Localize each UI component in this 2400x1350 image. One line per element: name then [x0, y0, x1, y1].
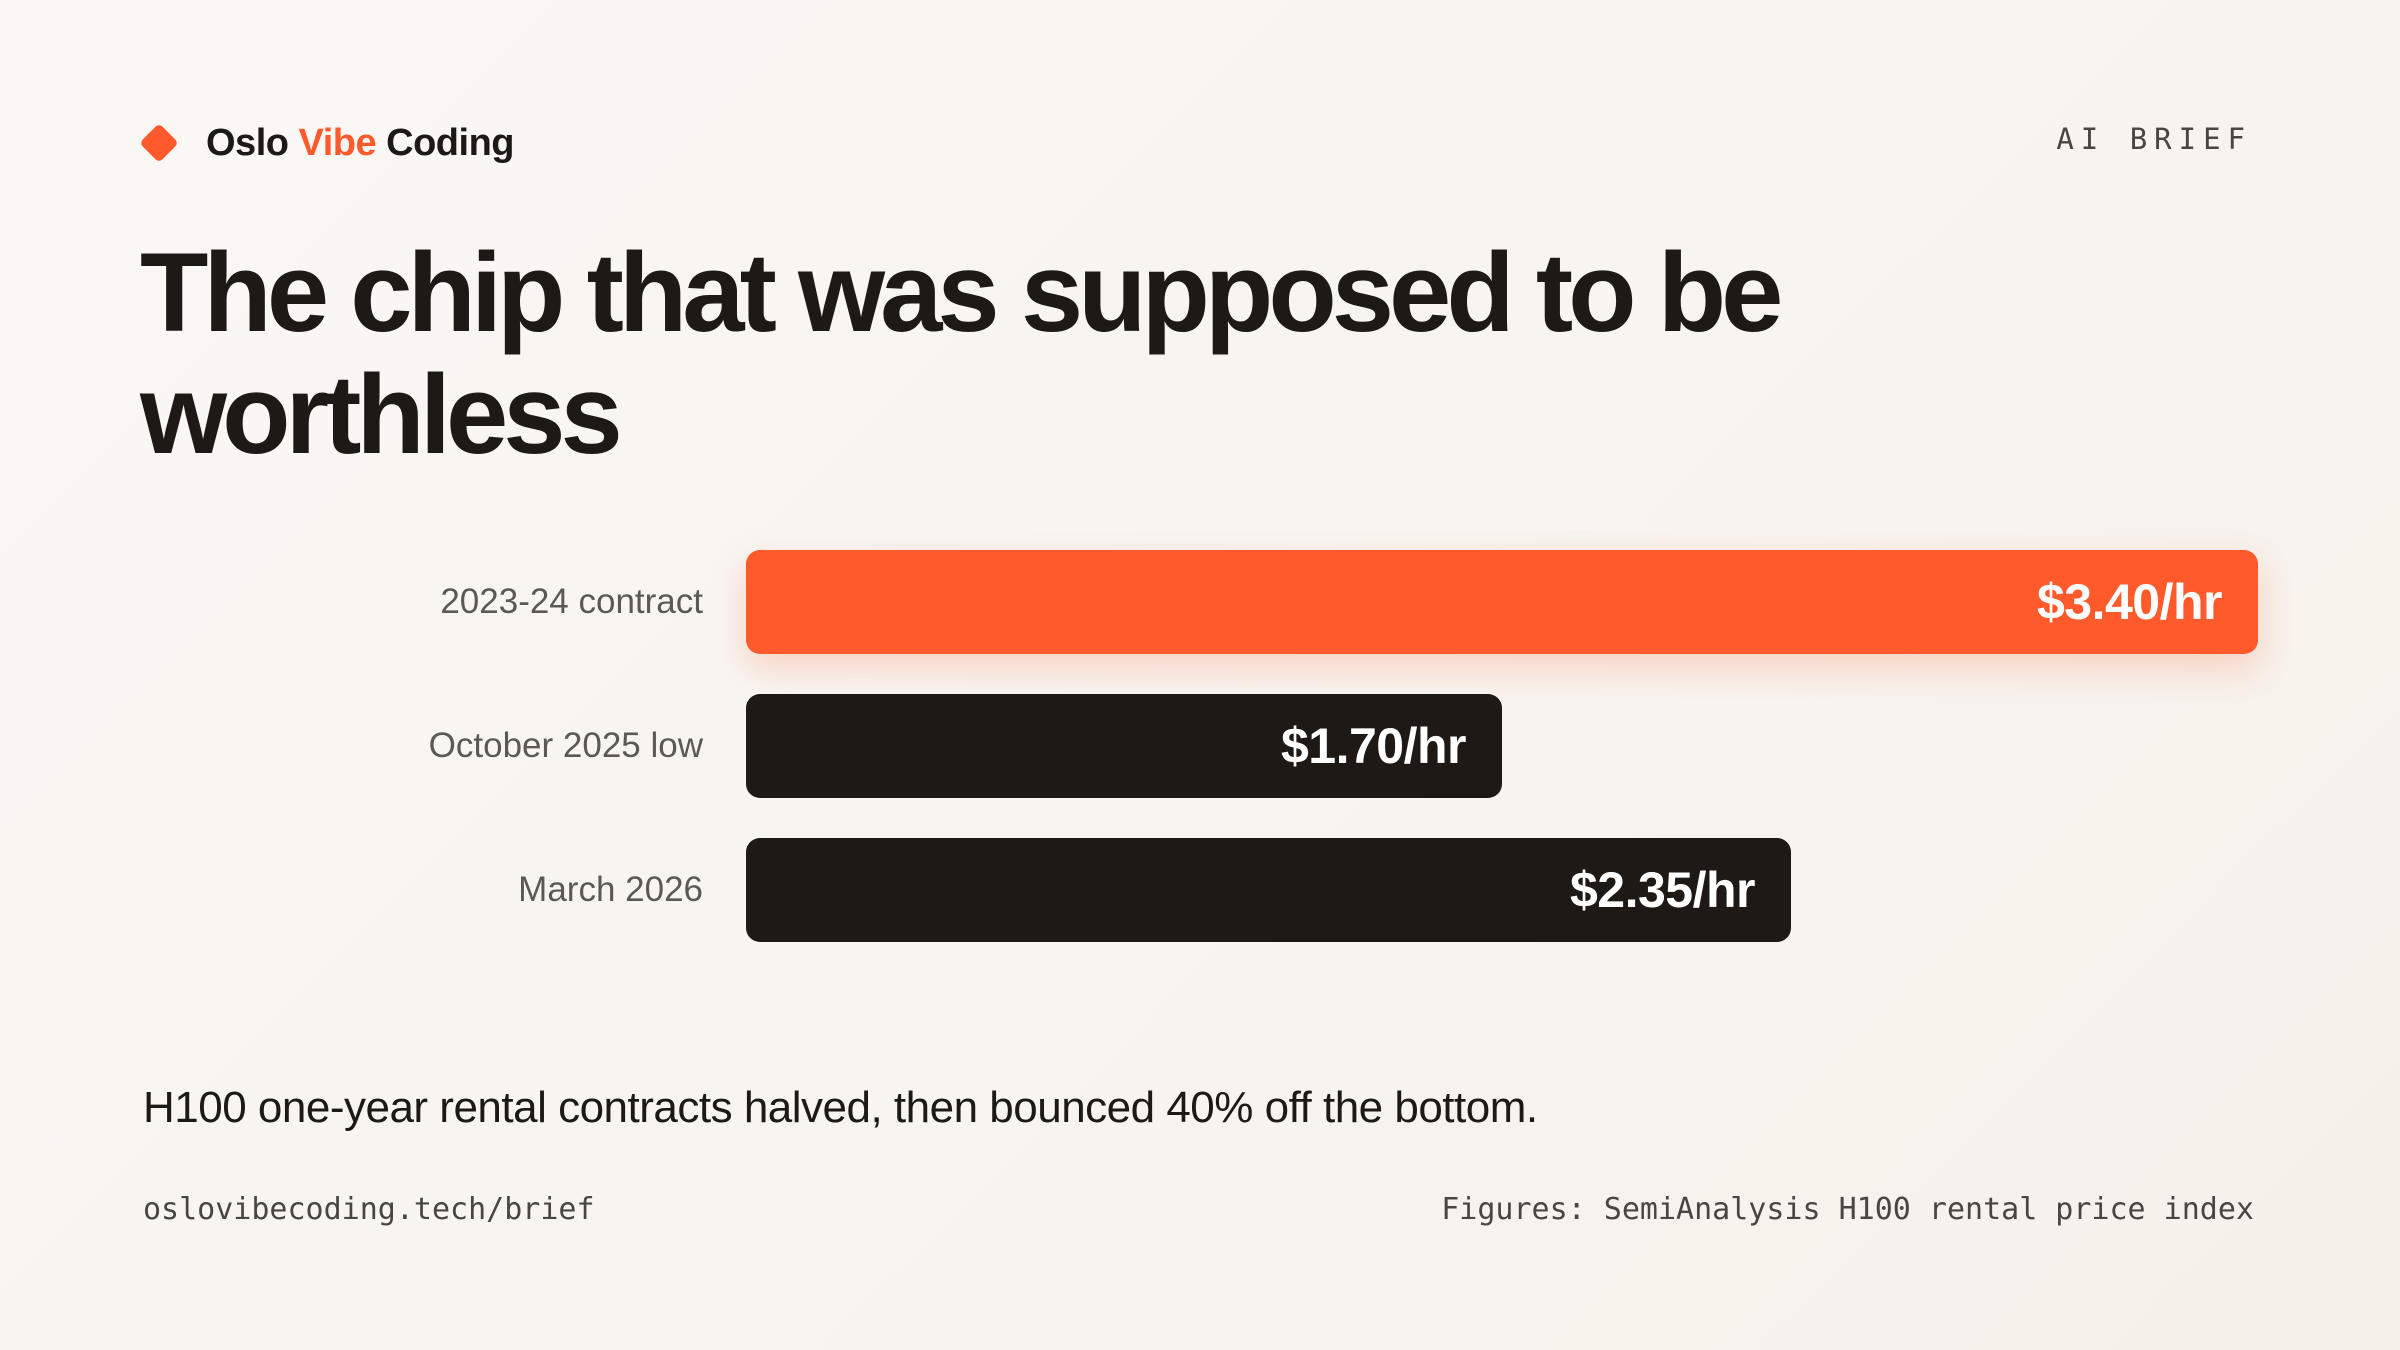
bar: $2.35/hr: [746, 838, 1791, 942]
bar: $1.70/hr: [746, 694, 1502, 798]
section-tag: AI BRIEF: [2056, 122, 2252, 156]
bar: $3.40/hr: [746, 550, 2258, 654]
bar-category-label: October 2025 low: [428, 726, 703, 765]
chart-caption: H100 one-year rental contracts halved, t…: [143, 1083, 1538, 1132]
bar-category-label: March 2026: [518, 870, 703, 909]
brand-name: Oslo Vibe Coding: [206, 122, 514, 165]
footer-url: oslovibecoding.tech/brief: [143, 1192, 595, 1227]
bar-category-label: 2023-24 contract: [440, 582, 703, 621]
brand-diamond-icon: [139, 123, 179, 163]
bar-value-label: $3.40/hr: [2036, 574, 2223, 630]
bar-chart: 2023-24 contract $3.40/hr October 2025 low…: [0, 530, 2400, 970]
brand-name-part2: Coding: [376, 121, 514, 164]
page-title: The chip that was supposed to be worthle…: [140, 230, 1783, 477]
bar-value-label: $2.35/hr: [1569, 862, 1756, 918]
brand-name-accent: Vibe: [298, 121, 377, 164]
bar-value-label: $1.70/hr: [1280, 718, 1467, 774]
brand-name-part1: Oslo: [206, 121, 299, 164]
footer-source: Figures: SemiAnalysis H100 rental price …: [1441, 1192, 2254, 1227]
brand: Oslo Vibe Coding: [139, 118, 514, 168]
